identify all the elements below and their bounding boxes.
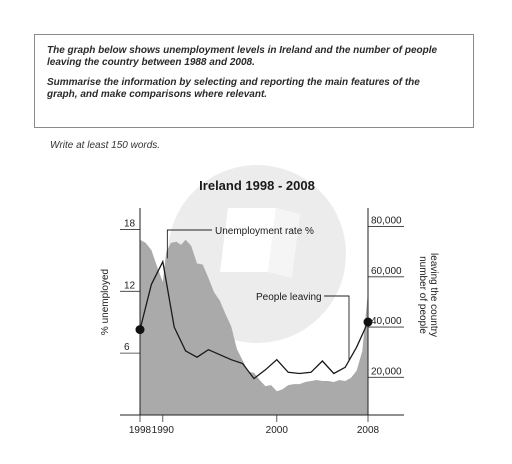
task-summary-instruction: Summarise the information by selecting a…	[47, 77, 461, 101]
right-tick-label: 40,000	[371, 316, 402, 327]
left-tick-label: 18	[124, 218, 136, 229]
left-axis-title: % unemployed	[100, 269, 111, 335]
x-tick-label: 1998	[129, 425, 152, 436]
task-box: The graph below shows unemployment level…	[34, 34, 474, 128]
tick-marks	[120, 226, 404, 422]
x-tick-label: 2008	[357, 425, 380, 436]
unemployment-leader-line	[166, 229, 212, 259]
unemployment-annotation: Unemployment rate %	[215, 226, 314, 237]
word-count-instruction: Write at least 150 words.	[50, 140, 161, 151]
task-prompt: The graph below shows unemployment level…	[47, 45, 461, 69]
task-line-4: graph, and make comparisons where releva…	[47, 89, 268, 100]
task-line-1: The graph below shows unemployment level…	[47, 45, 438, 56]
right-axis-title: number of people leaving the country	[417, 253, 439, 337]
people-leaving-layer	[135, 259, 373, 380]
tick-labels: 6 12 18 20,000 40,000 60,000 80,000 1998 1990 200…	[124, 216, 402, 436]
people-leaving-endpoint	[135, 325, 145, 335]
people-leaving-leader-line	[324, 295, 350, 360]
right-axis-label-line-1: number of people	[417, 256, 428, 334]
right-axis-label-line-2: leaving the country	[428, 253, 439, 337]
x-tick-label: 2000	[266, 425, 289, 436]
annotations: Unemployment rate % People leaving	[166, 226, 350, 360]
right-tick-label: 60,000	[371, 266, 402, 277]
unemployment-area-layer	[140, 239, 368, 415]
people-leaving-endpoint	[363, 317, 373, 327]
right-tick-label: 20,000	[371, 366, 402, 377]
unemployment-area	[140, 239, 368, 415]
axes	[120, 208, 404, 416]
task-line-2: leaving the country between 1988 and 200…	[47, 57, 255, 68]
people-leaving-line	[139, 259, 369, 380]
chart-title: Ireland 1998 - 2008	[199, 178, 315, 193]
right-tick-label: 80,000	[371, 216, 402, 227]
left-axis-label: % unemployed	[100, 269, 111, 335]
left-tick-label: 6	[124, 342, 130, 353]
task-line-3: Summarise the information by selecting a…	[47, 77, 420, 88]
x-tick-label: 1990	[152, 425, 175, 436]
left-tick-label: 12	[124, 280, 136, 291]
people-leaving-annotation: People leaving	[256, 292, 322, 303]
